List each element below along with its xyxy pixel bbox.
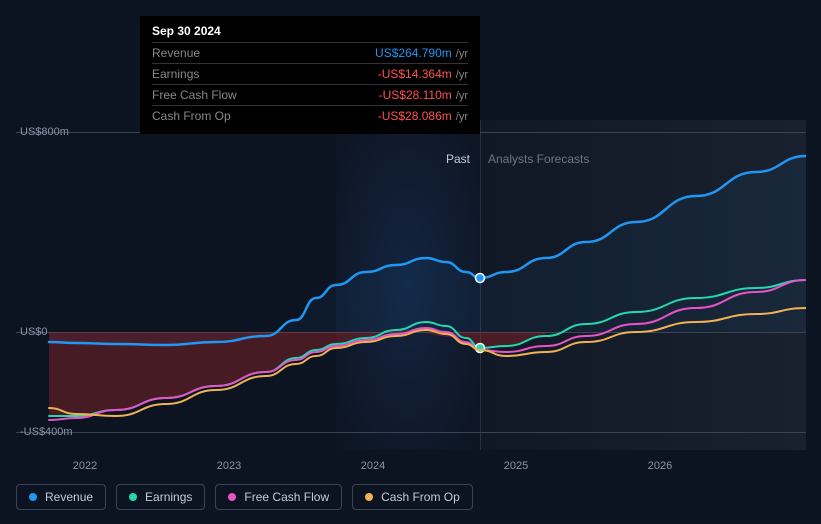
tooltip-value: -US$14.364m <box>378 67 452 81</box>
series-marker <box>476 274 485 283</box>
tooltip-row: Earnings -US$14.364m/yr <box>152 63 468 84</box>
tooltip-label: Free Cash Flow <box>152 88 272 102</box>
legend-dot-icon <box>29 493 37 501</box>
tooltip-value-wrap: -US$28.110m/yr <box>379 88 468 102</box>
x-axis-label: 2022 <box>73 460 97 472</box>
legend-item[interactable]: Revenue <box>16 484 106 510</box>
tooltip-row: Free Cash Flow -US$28.110m/yr <box>152 84 468 105</box>
x-axis-label: 2023 <box>217 460 241 472</box>
area-fill <box>49 156 806 345</box>
legend-label: Earnings <box>145 490 192 504</box>
legend-dot-icon <box>228 493 236 501</box>
financial-chart: US$800mUS$0-US$400m 20222023202420252026… <box>16 120 806 450</box>
tooltip-unit: /yr <box>456 69 468 81</box>
legend-label: Free Cash Flow <box>244 490 329 504</box>
tooltip-date: Sep 30 2024 <box>152 24 468 38</box>
tooltip-label: Earnings <box>152 67 272 81</box>
tooltip-value: -US$28.110m <box>379 88 452 102</box>
legend-dot-icon <box>365 493 373 501</box>
tooltip-unit: /yr <box>456 48 468 60</box>
tooltip-value-wrap: -US$14.364m/yr <box>378 67 468 81</box>
chart-legend: Revenue Earnings Free Cash Flow Cash From O… <box>16 484 473 510</box>
legend-label: Revenue <box>45 490 93 504</box>
tooltip-value: -US$28.086m <box>378 109 452 123</box>
legend-dot-icon <box>129 493 137 501</box>
legend-item[interactable]: Earnings <box>116 484 205 510</box>
tooltip-label: Revenue <box>152 46 272 60</box>
x-axis-label: 2024 <box>361 460 385 472</box>
chart-svg <box>16 120 806 450</box>
tooltip-value-wrap: -US$28.086m/yr <box>378 109 468 123</box>
tooltip-unit: /yr <box>456 90 468 102</box>
legend-item[interactable]: Cash From Op <box>352 484 473 510</box>
tooltip-value-wrap: US$264.790m/yr <box>375 46 468 60</box>
legend-label: Cash From Op <box>381 490 460 504</box>
legend-item[interactable]: Free Cash Flow <box>215 484 342 510</box>
tooltip-value: US$264.790m <box>375 46 452 60</box>
chart-tooltip: Sep 30 2024 RevenueUS$264.790m/yrEarning… <box>140 16 480 134</box>
tooltip-label: Cash From Op <box>152 109 272 123</box>
tooltip-row: Cash From Op -US$28.086m/yr <box>152 105 468 126</box>
tooltip-unit: /yr <box>456 111 468 123</box>
tooltip-row: Revenue US$264.790m/yr <box>152 42 468 63</box>
x-axis-label: 2025 <box>504 460 528 472</box>
x-axis-label: 2026 <box>648 460 672 472</box>
